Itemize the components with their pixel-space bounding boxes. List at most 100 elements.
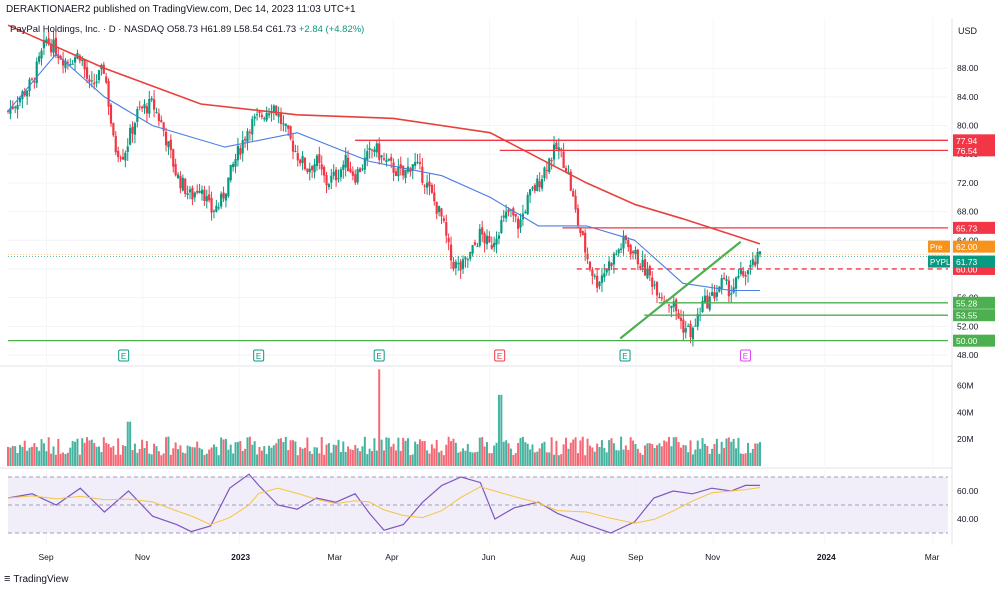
candle-body xyxy=(327,184,331,188)
candle-body xyxy=(361,168,364,170)
candle-body xyxy=(356,169,359,183)
volume-bar xyxy=(196,441,199,466)
volume-bar xyxy=(751,448,754,466)
candle-body xyxy=(514,214,517,217)
volume-bar xyxy=(222,439,225,466)
candle-body xyxy=(325,175,328,186)
volume-bar xyxy=(759,441,761,466)
candle-body xyxy=(61,59,65,66)
candle-body xyxy=(279,112,283,124)
volume-bar xyxy=(514,453,517,466)
volume-bar xyxy=(337,439,340,466)
volume-bar xyxy=(627,449,630,466)
volume-bar xyxy=(236,442,239,466)
volume-bar xyxy=(112,446,115,466)
volume-bar xyxy=(747,442,750,466)
volume-bar xyxy=(320,437,323,466)
candle-body xyxy=(83,59,86,70)
volume-bar xyxy=(608,440,611,466)
candle-body xyxy=(366,151,369,160)
time-tick-label: Sep xyxy=(39,552,54,562)
candle-body xyxy=(689,323,692,338)
volume-bar xyxy=(256,454,259,466)
volume-bar xyxy=(641,454,644,466)
volume-bar xyxy=(548,452,551,466)
volume-bar xyxy=(117,438,120,466)
change-line: +2.84 (+4.82%) xyxy=(298,24,365,35)
candle-body xyxy=(619,248,623,250)
volume-bar xyxy=(478,437,481,466)
volume-bar xyxy=(426,450,429,466)
volume-bar xyxy=(294,441,297,466)
volume-bar xyxy=(38,450,41,466)
volume-bar xyxy=(411,454,414,466)
volume-bar xyxy=(98,446,101,466)
candle-body xyxy=(478,228,481,246)
rsi-signal-line xyxy=(7,486,761,526)
candle-body xyxy=(351,171,354,176)
volume-bar xyxy=(442,455,445,466)
volume-bar xyxy=(95,446,98,466)
candle-body xyxy=(660,297,663,299)
volume-bar xyxy=(153,443,156,466)
candle-body xyxy=(562,151,565,169)
volume-bar xyxy=(136,452,139,466)
volume-bar xyxy=(495,442,498,466)
candle-body xyxy=(141,106,144,109)
candle-body xyxy=(711,292,714,296)
candle-body xyxy=(148,98,151,114)
volume-bar xyxy=(557,455,560,466)
earnings-marker-icon xyxy=(373,349,385,362)
volume-bar xyxy=(81,438,84,466)
volume-bar xyxy=(471,452,474,466)
volume-bar xyxy=(74,441,77,466)
candle-body xyxy=(332,171,335,176)
candle-body xyxy=(416,161,419,163)
volume-bar xyxy=(617,450,620,466)
candle-body xyxy=(71,63,74,65)
volume-bar xyxy=(93,442,96,466)
volume-bar xyxy=(306,437,309,466)
earnings-marker-icon xyxy=(494,349,506,362)
volume-bar xyxy=(653,447,656,466)
candle-body xyxy=(658,297,661,299)
volume-bar xyxy=(507,443,510,466)
volume-bar xyxy=(14,446,17,466)
candle-body xyxy=(160,120,163,122)
volume-bar xyxy=(402,437,405,466)
ma50-line xyxy=(7,53,760,292)
volume-bar xyxy=(69,447,72,466)
footer[interactable]: ≡ TradingView xyxy=(4,573,68,585)
volume-bar xyxy=(21,446,24,466)
candle-body xyxy=(540,179,544,189)
candle-body xyxy=(454,261,457,269)
candle-body xyxy=(114,135,117,153)
candle-body xyxy=(715,292,718,297)
level-price-label-bg xyxy=(953,134,995,147)
volume-bar xyxy=(351,450,354,466)
volume-bar xyxy=(682,444,685,466)
volume-bar xyxy=(193,447,196,466)
candle-body xyxy=(335,169,338,181)
support-trendline xyxy=(619,240,742,340)
volume-bar xyxy=(713,444,716,466)
volume-bar xyxy=(184,453,187,466)
volume-bar xyxy=(7,446,9,466)
volume-bar xyxy=(452,438,455,466)
volume-bar xyxy=(354,445,357,466)
candle-body xyxy=(358,168,362,173)
volume-bar xyxy=(620,436,623,466)
volume-bar xyxy=(670,446,673,466)
candle-body xyxy=(737,275,740,278)
volume-bar xyxy=(565,437,568,466)
candle-body xyxy=(495,238,498,245)
candle-body xyxy=(725,279,728,281)
volume-bar xyxy=(646,443,649,466)
level-price-label-bg xyxy=(953,221,995,234)
candle-body xyxy=(260,115,263,118)
volume-bar xyxy=(605,452,608,466)
candle-body xyxy=(243,138,247,141)
volume-bar xyxy=(541,443,544,466)
volume-bar xyxy=(612,443,615,466)
